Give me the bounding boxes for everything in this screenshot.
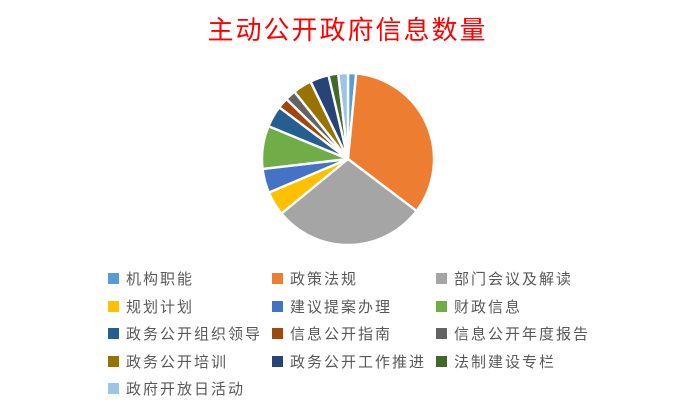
legend-item: 信息公开指南 [266, 320, 430, 348]
legend-label: 机构职能 [126, 271, 195, 289]
legend-swatch-icon [108, 355, 119, 367]
legend-label: 规划计划 [126, 298, 195, 316]
pie-slice-13 [337, 71, 350, 161]
legend-item: 政务公开培训 [102, 348, 266, 376]
legend-swatch-icon [108, 273, 119, 285]
legend-swatch-icon [108, 383, 119, 395]
legend-item: 法制建设专栏 [430, 348, 622, 376]
pie-area [253, 64, 443, 254]
legend-swatch-icon [272, 328, 283, 340]
legend-swatch-icon [108, 300, 119, 312]
chart-title: 主动公开政府信息数量 [207, 15, 488, 45]
legend-label: 信息公开指南 [290, 326, 393, 344]
legend-item: 政策法规 [266, 265, 430, 293]
legend-item: 规划计划 [102, 293, 266, 321]
legend-item: 信息公开年度报告 [430, 320, 622, 348]
legend-swatch-icon [436, 328, 447, 340]
pie-chart [260, 71, 436, 247]
legend-swatch-icon [436, 355, 447, 367]
legend-item: 机构职能 [102, 265, 266, 293]
legend-swatch-icon [436, 300, 447, 312]
legend-item: 部门会议及解读 [430, 265, 622, 293]
pie-slice-3 [280, 157, 418, 247]
legend-item: 政务公开组织领导 [102, 320, 266, 348]
legend-label: 政务公开培训 [126, 353, 229, 371]
legend-swatch-icon [436, 273, 447, 285]
legend-label: 信息公开年度报告 [454, 326, 591, 344]
legend-label: 部门会议及解读 [454, 271, 574, 289]
legend-label: 政府开放日活动 [126, 381, 246, 399]
legend-swatch-icon [272, 273, 283, 285]
legend-label: 法制建设专栏 [454, 353, 557, 371]
legend-item: 政务公开工作推进 [266, 348, 430, 376]
legend-label: 政务公开组织领导 [126, 326, 263, 344]
legend-swatch-icon [272, 300, 283, 312]
legend-label: 政策法规 [290, 271, 359, 289]
legend-label: 政务公开工作推进 [290, 353, 427, 371]
pie-slice-2 [346, 72, 436, 213]
legend-label: 财政信息 [454, 298, 523, 316]
legend-item: 财政信息 [430, 293, 622, 321]
chart-legend: 机构职能 政策法规 部门会议及解读 规划计划 建议提案办理 财政信息 政务公开组… [102, 265, 622, 403]
legend-item: 建议提案办理 [266, 293, 430, 321]
legend-item: 政府开放日活动 [102, 375, 266, 403]
legend-swatch-icon [108, 328, 119, 340]
legend-swatch-icon [272, 355, 283, 367]
legend-label: 建议提案办理 [290, 298, 393, 316]
